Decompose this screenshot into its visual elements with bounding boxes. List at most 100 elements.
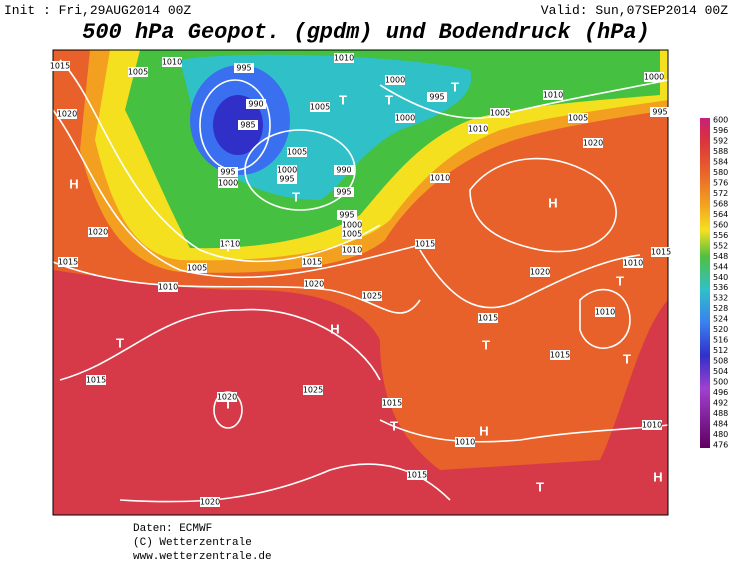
colorbar-label: 520 bbox=[713, 325, 728, 334]
isobar-label: 1010 bbox=[543, 91, 563, 100]
colorbar-label: 512 bbox=[713, 346, 728, 355]
isobar-label-box bbox=[427, 92, 447, 102]
colorbar-label: 476 bbox=[713, 441, 728, 450]
map-title: 500 hPa Geopot. (gpdm) und Bodendruck (h… bbox=[82, 20, 650, 45]
isobar-label-box bbox=[342, 229, 362, 239]
isobar-label: 1010 bbox=[455, 438, 475, 447]
isobar-label: 1000 bbox=[385, 76, 405, 85]
isobar-label-box bbox=[218, 167, 238, 177]
isobar-label: 1015 bbox=[86, 376, 106, 385]
isobar-label-box bbox=[644, 72, 664, 82]
footer-line: www.wetterzentrale.de bbox=[133, 551, 272, 563]
colorbar-label: 588 bbox=[713, 147, 728, 156]
footer-line: (C) Wetterzentrale bbox=[133, 537, 252, 549]
isobar-label: 1020 bbox=[217, 393, 237, 402]
colorbar-label: 580 bbox=[713, 168, 728, 177]
pressure-center: H bbox=[330, 321, 339, 336]
colorbar-label: 548 bbox=[713, 252, 728, 261]
isobar-label: 1005 bbox=[128, 68, 148, 77]
valid-time: Valid: Sun,07SEP2014 00Z bbox=[541, 3, 728, 18]
isobar-label: 1020 bbox=[200, 498, 220, 507]
isobar-label: 990 bbox=[336, 166, 351, 175]
isobar-label-box bbox=[287, 147, 307, 157]
isobar-label-box bbox=[623, 258, 643, 268]
isobar-label: 1010 bbox=[158, 283, 178, 292]
pressure-center: H bbox=[479, 423, 488, 438]
isobar-label: 1015 bbox=[382, 399, 402, 408]
colorbar-label: 544 bbox=[713, 262, 728, 271]
isobar-label-box bbox=[415, 239, 435, 249]
colorbar-label: 596 bbox=[713, 126, 728, 135]
pressure-center: T bbox=[451, 79, 459, 94]
isobar-label-box bbox=[478, 313, 498, 323]
colorbar-label: 484 bbox=[713, 420, 728, 429]
isobar-label: 990 bbox=[248, 100, 263, 109]
isobar-label: 1010 bbox=[595, 308, 615, 317]
isobar-label-box bbox=[382, 398, 402, 408]
isobar-label-box bbox=[468, 124, 488, 134]
isobar-label: 1020 bbox=[583, 139, 603, 148]
colorbar-label: 536 bbox=[713, 283, 728, 292]
isobar-label-box bbox=[220, 239, 240, 249]
isobar-label: 1020 bbox=[304, 280, 324, 289]
isobar-label: 1000 bbox=[277, 166, 297, 175]
isobar-label-box bbox=[490, 108, 510, 118]
colorbar-label: 516 bbox=[713, 336, 728, 345]
isobar-label-box bbox=[395, 113, 415, 123]
isobar-label: 1015 bbox=[50, 62, 70, 71]
colorbar-label: 600 bbox=[713, 116, 728, 125]
colorbar bbox=[700, 118, 710, 448]
colorbar-label: 552 bbox=[713, 241, 728, 250]
isobar-label-box bbox=[530, 267, 550, 277]
pressure-center: T bbox=[390, 418, 398, 433]
pressure-center: T bbox=[224, 239, 232, 254]
isobar-label: 995 bbox=[339, 211, 354, 220]
pressure-center: T bbox=[339, 92, 347, 107]
isobar-label-box bbox=[342, 245, 362, 255]
isobar-label-box bbox=[455, 437, 475, 447]
map-field bbox=[53, 50, 668, 515]
isobar-label: 1005 bbox=[568, 114, 588, 123]
colorbar-label: 568 bbox=[713, 199, 728, 208]
isobar-label: 1010 bbox=[162, 58, 182, 67]
pressure-center: H bbox=[653, 469, 662, 484]
init-time: Init : Fri,29AUG2014 00Z bbox=[4, 3, 191, 18]
colorbar-label: 480 bbox=[713, 430, 728, 439]
isobar-label-box bbox=[234, 63, 254, 73]
isobar-label-box bbox=[407, 470, 427, 480]
isobar-label-box bbox=[385, 75, 405, 85]
isobar-label: 1025 bbox=[362, 292, 382, 301]
isobar-label-box bbox=[277, 174, 297, 184]
colorbar-label: 500 bbox=[713, 378, 728, 387]
isobar-label: 1015 bbox=[550, 351, 570, 360]
isobar-label: 1020 bbox=[88, 228, 108, 237]
isobar-label: 1010 bbox=[342, 246, 362, 255]
isobar-label: 1015 bbox=[302, 258, 322, 267]
pressure-center: T bbox=[536, 479, 544, 494]
colorbar-label: 488 bbox=[713, 409, 728, 418]
colorbar-label: 504 bbox=[713, 367, 728, 376]
colorbar-label: 556 bbox=[713, 231, 728, 240]
isobar-label-box bbox=[57, 109, 77, 119]
isobar-label-box bbox=[568, 113, 588, 123]
isobar-label: 1015 bbox=[415, 240, 435, 249]
isobar-label-box bbox=[58, 257, 78, 267]
pressure-center: T bbox=[385, 92, 393, 107]
isobar-label-box bbox=[430, 173, 450, 183]
pressure-center: T bbox=[482, 337, 490, 352]
isobar-label-box bbox=[334, 53, 354, 63]
isobar-label: 1015 bbox=[58, 258, 78, 267]
isobar-label-box bbox=[310, 102, 330, 112]
pressure-center: H bbox=[548, 195, 557, 210]
colorbar-label: 572 bbox=[713, 189, 728, 198]
colorbar-label: 496 bbox=[713, 388, 728, 397]
isobar-label-box bbox=[86, 375, 106, 385]
isobar-label: 1005 bbox=[342, 230, 362, 239]
isobar-label: 1000 bbox=[342, 221, 362, 230]
isobar-label-box bbox=[595, 307, 615, 317]
isobar-label-box bbox=[128, 67, 148, 77]
isobar-label-box bbox=[187, 263, 207, 273]
isobar-label-box bbox=[650, 107, 670, 117]
